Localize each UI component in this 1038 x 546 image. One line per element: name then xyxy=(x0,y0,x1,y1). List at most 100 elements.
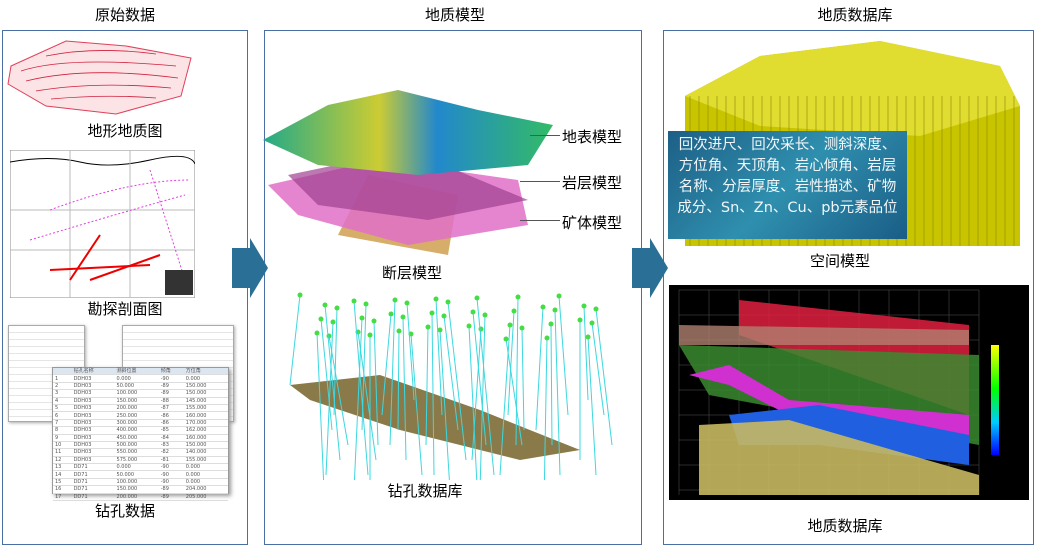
borehole-line xyxy=(324,304,341,461)
table-row: 17 DD71 200.000 -89 205.000 xyxy=(53,493,228,502)
borehole-collar xyxy=(445,299,451,305)
table-cell: 100.000 xyxy=(114,478,159,487)
borehole-line xyxy=(397,330,400,431)
borehole-line xyxy=(320,318,333,431)
borehole-line xyxy=(479,314,486,480)
drill-data-table: 钻孔名称 测斜位置 倾角 方位角 1 DDH03 0.000 -90 0.000 2 DDH03 50… xyxy=(52,367,229,502)
table-cell: DDH03 xyxy=(71,389,115,398)
table-cell: DDH03 xyxy=(71,397,115,405)
borehole-collar xyxy=(548,321,554,327)
table-cell: 250.000 xyxy=(114,411,159,420)
borehole-collar xyxy=(367,332,373,338)
table-cell: DD71 xyxy=(71,470,115,479)
borehole-collar xyxy=(318,316,324,322)
caption-exploration-section: 勘探剖面图 xyxy=(87,300,163,318)
leader-line xyxy=(520,181,560,182)
table-cell: 0.000 xyxy=(114,463,159,472)
borehole-collar xyxy=(589,320,595,326)
table-cell: -84 xyxy=(158,434,184,442)
borehole-line xyxy=(431,312,435,476)
table-cell: DD71 xyxy=(71,485,115,494)
table-cell: 200.000 xyxy=(114,493,159,502)
table-row: 9 DDH03 450.000 -84 160.000 xyxy=(53,434,228,442)
table-cell: 10 xyxy=(53,441,72,450)
borehole-line xyxy=(353,317,363,480)
table-cell: -85 xyxy=(158,426,184,435)
table-cell: DDH03 xyxy=(71,456,115,465)
table-cell: -82 xyxy=(158,448,184,457)
borehole-collar xyxy=(326,333,332,339)
table-cell: 150.000 xyxy=(183,389,228,398)
table-cell: 3 xyxy=(53,389,72,398)
borehole-collar xyxy=(519,325,525,331)
borehole-line xyxy=(507,310,515,416)
table-row: 13 DD71 0.000 -90 0.000 xyxy=(53,463,228,472)
label-fault-model: 断层模型 xyxy=(382,264,443,282)
table-cell: -90 xyxy=(158,374,184,383)
table-cell: 500.000 xyxy=(114,441,159,450)
table-cell: 150.000 xyxy=(114,485,159,494)
borehole-line xyxy=(595,308,613,446)
table-cell: 200.000 xyxy=(114,404,159,413)
table-header: 倾角 xyxy=(158,368,184,376)
borehole-line xyxy=(328,335,349,446)
table-cell: DDH03 xyxy=(71,426,115,435)
borehole-line xyxy=(389,299,396,446)
table-cell: -89 xyxy=(158,485,184,494)
column-title-raw: 原始数据 xyxy=(94,6,155,24)
label-surface-model: 地表模型 xyxy=(562,128,623,146)
borehole-line xyxy=(381,313,392,416)
attribute-info-box: 回次进尺、回次采长、测斜深度、方位角、天顶角、岩心倾角、岩层名称、分层厚度、岩性… xyxy=(668,131,907,239)
table-cell: -86 xyxy=(158,411,184,420)
leader-line xyxy=(530,135,560,136)
table-cell: 162.000 xyxy=(183,426,228,435)
borehole-line xyxy=(447,301,467,461)
table-cell: 1 xyxy=(53,374,72,383)
borehole-line xyxy=(535,306,544,431)
table-row: 1 DDH03 0.000 -90 0.000 xyxy=(53,374,228,383)
borehole-line xyxy=(476,297,495,476)
borehole-line xyxy=(587,336,597,476)
table-cell: 160.000 xyxy=(183,434,228,442)
borehole-collar xyxy=(400,314,406,320)
table-cell: 7 xyxy=(53,419,72,428)
borehole-collar xyxy=(437,327,443,333)
caption-spatial-model: 空间模型 xyxy=(809,252,870,270)
borehole-collar xyxy=(552,307,558,313)
table-cell: 150.000 xyxy=(183,441,228,450)
borehole-collar xyxy=(482,312,488,318)
caption-drill-data: 钻孔数据 xyxy=(94,502,155,520)
table-cell: 14 xyxy=(53,470,72,479)
borehole-collar xyxy=(334,305,340,311)
borehole-collar xyxy=(429,310,435,316)
borehole-line xyxy=(468,325,478,480)
borehole-line xyxy=(439,329,450,480)
borehole-collar xyxy=(371,318,377,324)
table-header: 钻孔名称 xyxy=(71,368,115,376)
table-cell: 8 xyxy=(53,426,72,435)
borehole-line xyxy=(325,321,334,476)
table-cell: DDH03 xyxy=(71,382,115,391)
table-cell: 100.000 xyxy=(114,389,159,398)
table-cell: DD71 xyxy=(71,463,115,472)
table-cell: 550.000 xyxy=(114,448,159,457)
borehole-collar xyxy=(425,324,431,330)
borehole-collar xyxy=(478,326,484,332)
table-row: 3 DDH03 100.000 -89 150.000 xyxy=(53,389,228,398)
table-cell: 2 xyxy=(53,382,72,391)
table-row: 14 DD71 50.000 -90 0.000 xyxy=(53,470,228,479)
table-header xyxy=(53,368,72,376)
table-cell: 150.000 xyxy=(183,382,228,391)
caption-geological-database: 地质数据库 xyxy=(807,517,883,535)
borehole-line xyxy=(499,324,511,476)
table-header: 测斜位置 xyxy=(114,368,159,376)
borehole-collar xyxy=(388,311,394,317)
caption-borehole-database: 钻孔数据库 xyxy=(387,482,463,500)
table-row: 10 DDH03 500.000 -83 150.000 xyxy=(53,441,228,450)
table-cell: 9 xyxy=(53,434,72,442)
table-cell: 0.000 xyxy=(183,478,228,487)
table-cell: -81 xyxy=(158,456,184,465)
table-cell: DD71 xyxy=(71,478,115,487)
table-cell: -90 xyxy=(158,478,184,487)
table-row: 11 DDH03 550.000 -82 140.000 xyxy=(53,448,228,457)
